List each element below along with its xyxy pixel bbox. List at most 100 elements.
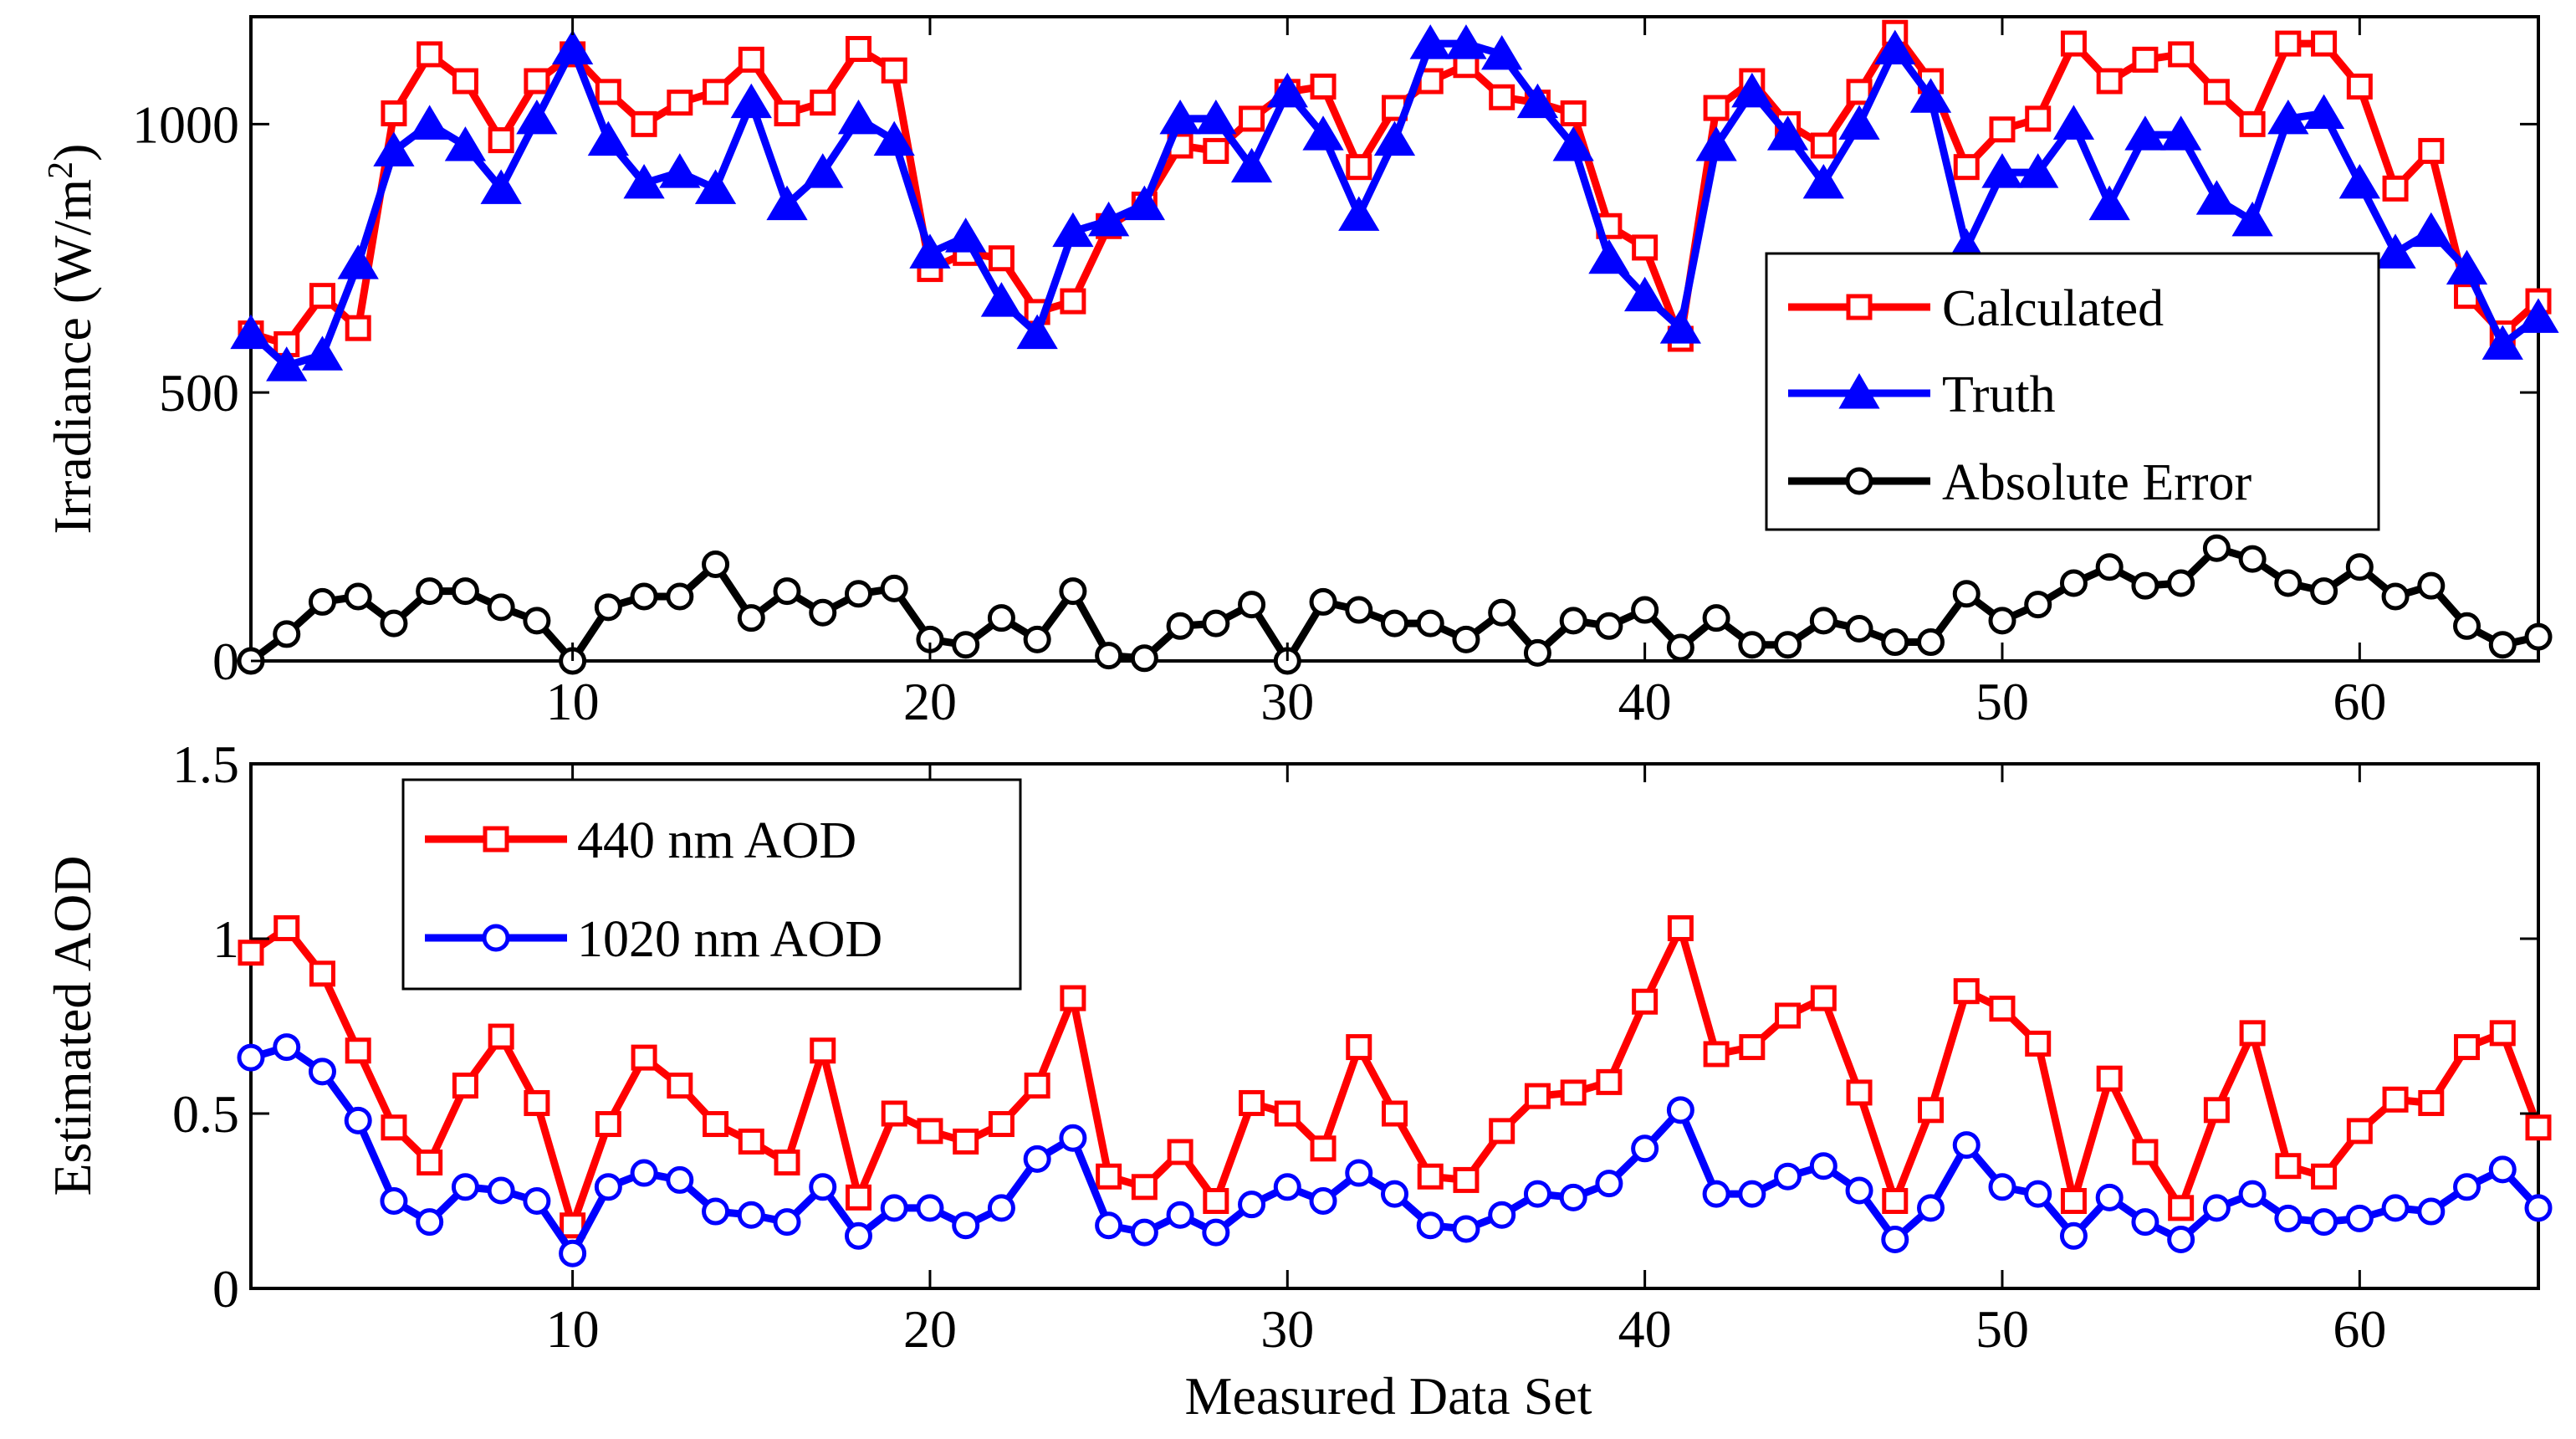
irradiance-legend: Calculated Truth Absolute Error [1765, 252, 2380, 531]
440-nm-aod-point [381, 1114, 407, 1141]
440-nm-aod-point [1596, 1068, 1623, 1095]
aod-x-tick-label: 50 [1975, 1299, 2029, 1359]
truth-point [1195, 99, 1237, 135]
truth-point [301, 335, 344, 371]
absolute-error-point [773, 577, 801, 606]
1020-nm-aod-point [2131, 1208, 2159, 1237]
irradiance-y-tick-label: 1000 [132, 95, 239, 154]
440-nm-aod-point [1489, 1118, 1515, 1145]
440-nm-aod-point [1203, 1188, 1229, 1214]
1020-nm-aod-point [1238, 1191, 1266, 1219]
absolute-error-point [987, 604, 1015, 632]
legend-calculated-marker [1846, 294, 1873, 320]
440-nm-aod-point [1632, 988, 1659, 1015]
1020-nm-aod-point [273, 1033, 301, 1062]
1020-nm-aod-point [1952, 1131, 1981, 1160]
440-nm-aod-point [2060, 1188, 2087, 1214]
calculated-point [2203, 79, 2230, 105]
truth-point [1338, 196, 1380, 231]
truth-point [2088, 185, 2130, 221]
440-nm-aod-point [1346, 1034, 1372, 1061]
calculated-point [845, 36, 871, 62]
440-nm-aod-point [488, 1023, 514, 1050]
1020-nm-aod-point [1166, 1201, 1194, 1229]
truth-point [1409, 24, 1451, 59]
absolute-error-point [2524, 622, 2553, 651]
1020-nm-aod-point [1738, 1180, 1766, 1208]
calculated-point [1203, 137, 1229, 164]
calculated-point [1060, 288, 1086, 315]
1020-nm-aod-point [1452, 1215, 1480, 1243]
1020-nm-aod-point [2453, 1173, 2481, 1201]
truth-point [1016, 314, 1058, 350]
440-nm-aod-point [524, 1089, 550, 1116]
absolute-error-point [952, 631, 980, 659]
440-nm-aod-point [2346, 1118, 2373, 1145]
1020-nm-aod-point [1309, 1187, 1337, 1215]
1020-nm-aod-point [2202, 1194, 2231, 1222]
1020-nm-aod-point [1774, 1162, 1802, 1191]
440-nm-aod-point [1131, 1174, 1158, 1201]
calculated-point [738, 46, 764, 73]
truth-point [2481, 325, 2523, 360]
1020-nm-aod-point [1595, 1170, 1623, 1198]
aod-y-tick-label: 1.5 [172, 735, 239, 794]
truth-point [230, 314, 272, 350]
absolute-error-point [1559, 607, 1587, 635]
legend-1020nm-label: 1020 nm AOD [577, 911, 882, 968]
calculated-point [631, 110, 657, 137]
irradiance-axes: 10 20 30 40 50 60 0 500 1000 [132, 17, 2538, 731]
calculated-point [2418, 137, 2445, 164]
absolute-error-point [2059, 569, 2088, 597]
440-nm-aod-point [2096, 1065, 2123, 1092]
absolute-error-point [380, 609, 408, 638]
truth-point [1302, 115, 1344, 151]
absolute-error-point [1845, 615, 1873, 643]
x-axis-label: Measured Data Set [1185, 1366, 1592, 1426]
legend-truth-label: Truth [1942, 366, 2056, 423]
truth-point [516, 99, 558, 135]
truth-point [1588, 238, 1630, 274]
calculated-point [524, 68, 550, 95]
absolute-error-point [451, 577, 479, 606]
440-nm-aod-point [881, 1100, 907, 1127]
440-nm-aod-point [810, 1037, 836, 1064]
1020-nm-aod-point [1809, 1152, 1837, 1180]
calculated-point [2060, 30, 2087, 57]
calculated-point [703, 79, 729, 105]
calculated-point [452, 68, 478, 95]
1020-nm-aod-point [1130, 1218, 1158, 1247]
truth-point [766, 185, 808, 221]
truth-point [659, 153, 701, 188]
calculated-point [417, 41, 443, 68]
calculated-point [2025, 105, 2052, 132]
irradiance-x-tick-label: 10 [546, 672, 600, 731]
1020-nm-aod-point [630, 1159, 658, 1187]
legend-calculated-label: Calculated [1942, 280, 2164, 337]
1020-nm-aod-point [702, 1197, 730, 1226]
440-nm-aod-point [1703, 1041, 1730, 1068]
440-nm-aod-point [1239, 1089, 1265, 1116]
irradiance-plot: 10 20 30 40 50 60 0 500 1000 Irradiance (W/m2) C… [42, 15, 2559, 731]
440-nm-aod-point [1989, 996, 2016, 1022]
truth-point [1123, 185, 1165, 221]
1020-nm-aod-point [844, 1221, 872, 1250]
calculated-point [1346, 154, 1372, 181]
absolute-error-point [1059, 577, 1087, 606]
440-nm-aod-point [452, 1073, 478, 1099]
truth-point [2338, 163, 2380, 199]
truth-point [802, 153, 844, 188]
truth-point [1838, 105, 1880, 140]
absolute-error-point [1166, 612, 1194, 640]
truth-point [2410, 212, 2452, 248]
1020-nm-aod-point [2488, 1155, 2517, 1184]
1020-nm-aod-point [1631, 1134, 1659, 1163]
irradiance-y-axis-label-close: ) [43, 144, 102, 161]
truth-point [1981, 153, 2023, 188]
1020-nm-aod-point [2345, 1204, 2374, 1232]
truth-point [980, 282, 1023, 317]
aod-x-tick-label: 60 [2333, 1299, 2386, 1359]
1020-nm-aod-point [1059, 1124, 1087, 1152]
calculated-point [381, 100, 407, 126]
